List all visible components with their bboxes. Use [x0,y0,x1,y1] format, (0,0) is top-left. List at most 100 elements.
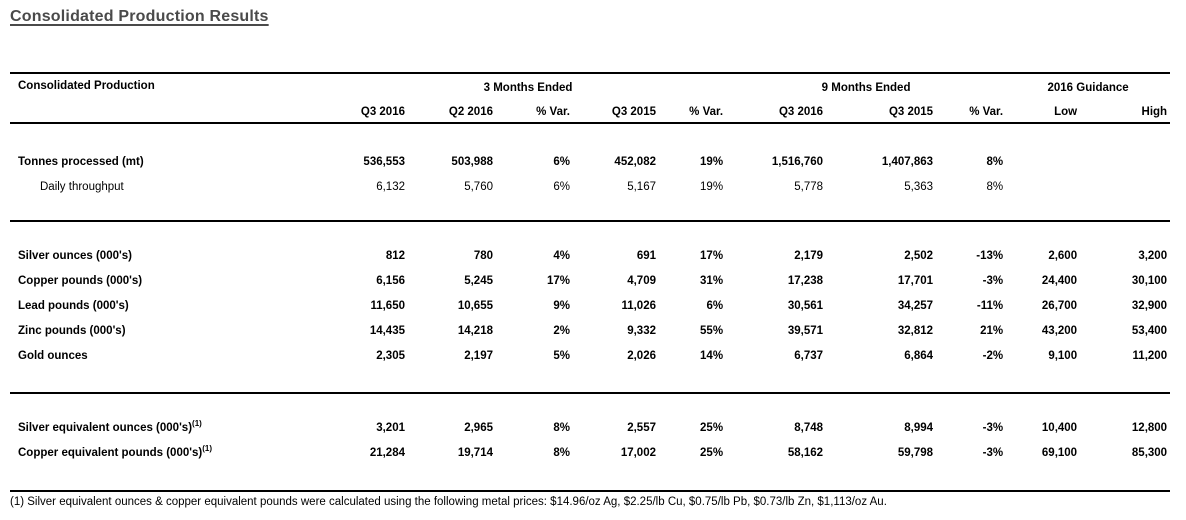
value-cell: 2,557 [627,421,656,434]
column-header: Q3 2015 [888,105,934,118]
value-cell: 5,778 [794,180,824,193]
value-cell: 5,760 [464,180,493,193]
row-label: Gold ounces [18,349,88,362]
value-cell: 21% [980,324,1004,337]
row-label: Lead pounds (000's) [18,299,129,312]
value-cell: 503,988 [451,155,493,168]
row-label: Copper equivalent pounds (000's)(1) [18,443,212,459]
value-cell: 4,709 [627,274,656,287]
column-header: High [1141,105,1168,118]
table-row: Silver ounces (000's) 812 780 4% 691 17% 2,179… [10,243,1170,268]
value-cell: -3% [982,421,1004,434]
value-cell: 2,502 [904,249,934,262]
spacer-cell [10,368,1170,393]
value-cell: 6,737 [794,349,824,362]
value-cell [1006,149,1080,174]
value-cell: 452,082 [614,155,656,168]
value-cell: 59,798 [897,446,934,459]
value-cell: 3,200 [1138,249,1168,262]
value-cell: 31% [700,274,724,287]
value-cell: 17,002 [620,446,656,459]
table-section: Tonnes processed (mt) 536,553 503,988 6% 452… [10,123,1171,221]
spacer-cell [10,465,1170,491]
spacer-cell [10,221,1170,243]
group-header: 3 Months Ended [483,81,573,94]
value-cell: 9,100 [1048,349,1078,362]
value-cell: 2% [553,324,570,337]
row-label: Tonnes processed (mt) [18,155,144,168]
value-cell: 19,714 [457,446,493,459]
row-label: Copper pounds (000's) [18,274,143,287]
value-cell: 6,156 [376,274,405,287]
value-cell: 1,516,760 [771,155,824,168]
value-cell: 6,864 [904,349,934,362]
value-cell: 43,200 [1041,324,1078,337]
value-cell: 19% [700,180,724,193]
table-row: Zinc pounds (000's) 14,435 14,218 2% 9,332 55… [10,318,1170,343]
value-cell: 53,400 [1131,324,1168,337]
value-cell: 69,100 [1041,446,1078,459]
value-cell: 691 [636,249,656,262]
value-cell: 5,245 [464,274,493,287]
value-cell: 8% [986,155,1004,168]
spacer-row [10,368,1170,393]
spacer-cell [10,393,1170,415]
spacer-cell [10,199,1170,221]
value-cell: 5% [553,349,570,362]
column-header-row: Q3 2016 Q2 2016 % Var. Q3 2015 % Var. Q3 2016… [10,101,1170,123]
column-header: Q2 2016 [448,105,493,118]
value-cell: 14,218 [457,324,493,337]
table-section: Silver equivalent ounces (000's)(1) 3,201… [10,393,1171,491]
value-cell [1080,149,1170,174]
value-cell: 5,363 [904,180,934,193]
value-cell: 812 [385,249,405,262]
value-cell [1006,174,1080,199]
row-label: Zinc pounds (000's) [18,324,126,337]
value-cell: 17,238 [787,274,824,287]
value-cell: 6% [553,155,570,168]
value-cell: 30,561 [787,299,824,312]
value-cell: 10,400 [1041,421,1078,434]
value-cell: 3,201 [376,421,405,434]
value-cell: 21,284 [369,446,405,459]
value-cell: 17,701 [897,274,934,287]
spacer-row [10,123,1170,149]
spacer-row [10,221,1170,243]
spacer-cell [10,123,1170,149]
value-cell: 24,400 [1041,274,1078,287]
table-header: Consolidated Production 3 Months Ended 9 … [10,73,1171,123]
value-cell [1080,174,1170,199]
value-cell: 9% [553,299,570,312]
value-cell: 2,305 [376,349,405,362]
value-cell: 14,435 [369,324,405,337]
row-label: Silver ounces (000's) [18,249,132,262]
value-cell: 8,994 [904,421,934,434]
value-cell: 55% [700,324,724,337]
value-cell: 14% [700,349,724,362]
corner-label: Consolidated Production [18,80,155,92]
value-cell: 6% [706,299,724,312]
value-cell: 25% [700,421,724,434]
value-cell: -13% [976,249,1004,262]
value-cell: 10,655 [457,299,493,312]
value-cell: 25% [700,446,724,459]
value-cell: 11,026 [621,299,656,312]
value-cell: 2,179 [794,249,824,262]
value-cell: 58,162 [787,446,824,459]
value-cell: 8,748 [794,421,824,434]
table-section: Silver ounces (000's) 812 780 4% 691 17% 2,179… [10,221,1171,393]
value-cell: 17% [546,274,570,287]
value-cell: 1,407,863 [881,155,934,168]
table-row: Copper pounds (000's) 6,156 5,245 17% 4,709 3… [10,268,1170,293]
value-cell: 4% [553,249,570,262]
value-cell: 39,571 [787,324,824,337]
value-cell: 2,026 [627,349,656,362]
column-header: Q3 2016 [778,105,824,118]
value-cell: 9,332 [627,324,656,337]
value-cell: -3% [982,274,1004,287]
value-cell: 34,257 [897,299,934,312]
table-row: Tonnes processed (mt) 536,553 503,988 6% 452… [10,149,1170,174]
footnote: (1) Silver equivalent ounces & copper eq… [10,496,887,508]
value-cell: 17% [700,249,724,262]
value-cell: 780 [473,249,493,262]
